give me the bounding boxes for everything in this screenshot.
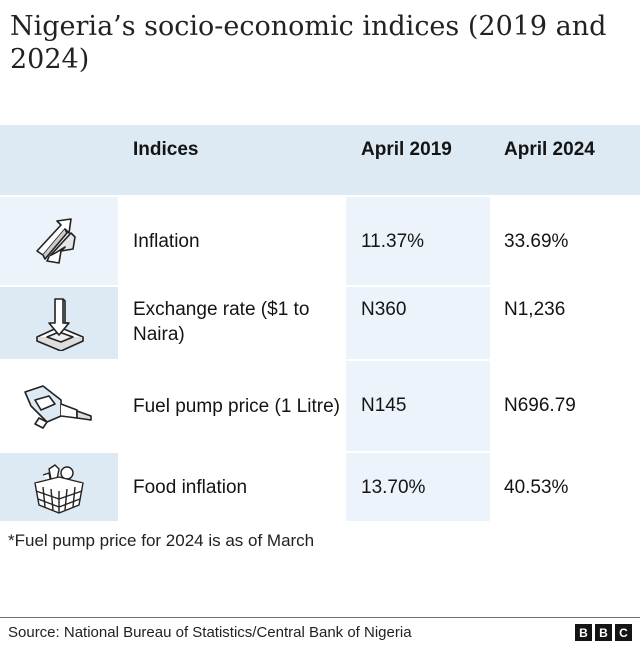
header-icon-cell <box>0 125 118 195</box>
logo-letter: C <box>615 624 632 641</box>
table-row: Fuel pump price (1 Litre) N145 N696.79 <box>0 361 640 451</box>
logo-letter: B <box>595 624 612 641</box>
value-2019: 11.37% <box>346 197 490 285</box>
header-indices: Indices <box>118 125 346 195</box>
source-text: Source: National Bureau of Statistics/Ce… <box>8 624 412 641</box>
inflation-arrows-icon <box>0 197 118 285</box>
value-2024: 33.69% <box>490 197 640 285</box>
value-2019: 13.70% <box>346 453 490 521</box>
header-april-2024: April 2024 <box>490 125 640 195</box>
header-april-2019: April 2019 <box>346 125 490 195</box>
value-2024: N696.79 <box>490 361 640 451</box>
footnote: *Fuel pump price for 2024 is as of March <box>8 531 315 550</box>
table-row: Exchange rate ($1 to Naira) N360 N1,236 <box>0 287 640 359</box>
table-header-row: Indices April 2019 April 2024 <box>0 125 640 195</box>
value-2024: N1,236 <box>490 287 640 359</box>
index-name: Fuel pump price (1 Litre) <box>118 361 346 451</box>
fuel-pump-nozzle-icon <box>0 361 118 451</box>
logo-letter: B <box>575 624 592 641</box>
footer-divider <box>0 617 640 618</box>
value-2024: 40.53% <box>490 453 640 521</box>
chart-title: Nigeria’s socio-economic indices (2019 a… <box>10 11 607 75</box>
value-2019: N145 <box>346 361 490 451</box>
exchange-rate-icon <box>0 287 118 359</box>
index-name: Exchange rate ($1 to Naira) <box>118 287 346 359</box>
value-2019: N360 <box>346 287 490 359</box>
index-name: Inflation <box>118 197 346 285</box>
index-name: Food inflation <box>118 453 346 521</box>
food-basket-icon <box>0 453 118 521</box>
table-row: Inflation 11.37% 33.69% <box>0 197 640 285</box>
bbc-logo: B B C <box>575 624 632 641</box>
indices-table: Indices April 2019 April 2024 Inflation … <box>0 125 640 521</box>
table-row: Food inflation 13.70% 40.53% <box>0 453 640 521</box>
